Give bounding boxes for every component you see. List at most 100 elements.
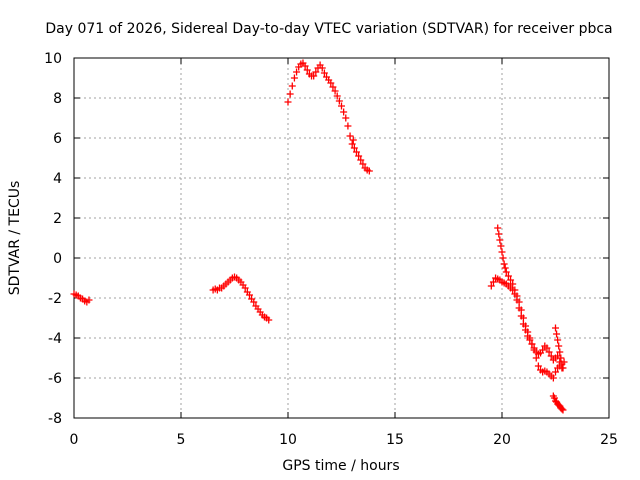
data-point (359, 160, 367, 168)
data-point (543, 344, 551, 352)
data-point (301, 62, 309, 70)
data-point (556, 348, 564, 356)
data-point (554, 336, 562, 344)
data-point (318, 64, 326, 72)
data-point (293, 68, 301, 76)
grid (74, 58, 609, 418)
data-point (497, 242, 505, 250)
data-point (85, 296, 93, 304)
data-point (338, 102, 345, 110)
y-tick-label: 6 (53, 131, 62, 147)
data-point (515, 298, 523, 306)
data-point (519, 314, 527, 322)
data-point (499, 254, 507, 262)
data-point (560, 358, 568, 366)
data-point (502, 268, 510, 276)
data-point (532, 354, 540, 362)
series-segment-4 (487, 274, 566, 372)
data-point (496, 236, 504, 244)
data-point (310, 72, 318, 80)
data-point (513, 292, 521, 300)
y-tick-label: 4 (53, 171, 62, 187)
data-point (346, 132, 354, 140)
data-point (553, 330, 561, 338)
plot-frame (73, 57, 610, 419)
data-point (329, 83, 337, 91)
data-point (352, 148, 360, 156)
data-point (522, 322, 530, 330)
data-point (250, 298, 258, 306)
y-tick-label: -4 (48, 331, 62, 347)
data-point (241, 284, 249, 292)
data-point (288, 82, 296, 90)
data-point (312, 68, 320, 76)
data-point (357, 156, 365, 164)
data-point (530, 346, 538, 354)
data-point (355, 152, 363, 160)
data-point (524, 328, 532, 336)
data-point (559, 406, 567, 414)
data-point (290, 74, 298, 82)
data-point (265, 316, 273, 324)
data-point (550, 394, 558, 402)
x-axis-tick-labels: 0 5 10 15 20 25 (70, 432, 618, 448)
data-point (333, 92, 341, 100)
x-tick-label: 15 (386, 432, 404, 448)
data-point (501, 264, 509, 272)
data-point (286, 90, 294, 98)
data-point (350, 144, 358, 152)
data-point (504, 272, 512, 280)
data-point (245, 291, 253, 299)
y-tick-label: -8 (48, 411, 62, 427)
data-point (331, 87, 339, 95)
series-segment-1 (70, 290, 93, 306)
data-point (509, 280, 517, 288)
data-point (489, 278, 497, 286)
data-point (320, 69, 328, 77)
series-segment-2 (209, 273, 273, 324)
y-tick-label: -6 (48, 371, 62, 387)
x-tick-label: 10 (279, 432, 297, 448)
data-point (545, 348, 553, 356)
series-segment-6 (552, 324, 568, 372)
y-tick-label: 0 (53, 251, 62, 267)
data-point (511, 286, 519, 294)
data-point (517, 306, 525, 314)
data-point (303, 66, 311, 74)
data-point (342, 114, 350, 122)
data-point (335, 97, 343, 105)
data-point (284, 98, 292, 106)
data-point (349, 136, 357, 144)
data-point (344, 122, 352, 130)
x-tick-label: 20 (493, 432, 511, 448)
y-tick-label: 10 (44, 51, 62, 67)
y-axis-label: SDTVAR / TECUs (7, 181, 23, 296)
data-point (526, 334, 534, 342)
y-tick-label: 8 (53, 91, 62, 107)
data-point (494, 224, 502, 232)
data-point (559, 364, 567, 372)
data-point (558, 405, 566, 413)
series-segment-3 (284, 59, 373, 175)
data-points (70, 59, 568, 414)
data-point (528, 340, 536, 348)
series-segment-5 (494, 224, 564, 382)
data-point (365, 167, 373, 175)
data-point (500, 260, 508, 268)
x-tick-label: 25 (600, 432, 618, 448)
data-point (327, 79, 335, 87)
chart-title: Day 071 of 2026, Sidereal Day-to-day VTE… (45, 21, 612, 37)
data-point (534, 362, 542, 370)
data-point (552, 368, 559, 376)
data-point (340, 108, 348, 116)
x-tick-label: 5 (177, 432, 186, 448)
x-axis-label: GPS time / hours (282, 458, 399, 474)
data-point (487, 282, 495, 290)
data-point (557, 354, 565, 362)
data-point (507, 276, 515, 284)
x-tick-label: 0 (70, 432, 79, 448)
data-point (495, 230, 503, 238)
data-point (498, 248, 506, 256)
data-point (549, 374, 557, 382)
